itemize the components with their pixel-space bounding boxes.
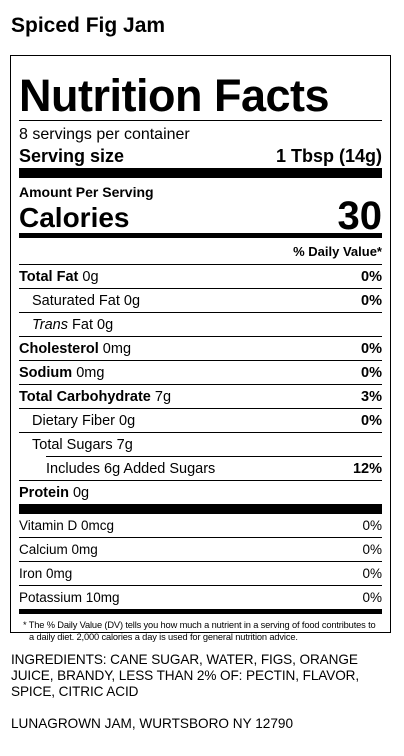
- serving-size-value: 1 Tbsp (14g): [275, 146, 382, 166]
- dietary-fiber-dv: 0%: [361, 412, 382, 429]
- protein-row: Protein 0g: [19, 480, 382, 504]
- sodium-row: Sodium 0mg 0%: [19, 360, 382, 384]
- trans-fat-amount: 0g: [97, 316, 114, 333]
- potassium-label: Potassium 10mg: [19, 590, 120, 605]
- calories-label: Calories: [19, 202, 130, 233]
- calcium-dv: 0%: [362, 542, 382, 557]
- serving-size-row: Serving size 1 Tbsp (14g): [19, 144, 382, 168]
- medium-divider: [19, 233, 382, 238]
- sodium-label: Sodium: [19, 364, 73, 381]
- total-fat-amount: 0g: [82, 268, 99, 285]
- product-name: Spiced Fig Jam: [11, 14, 166, 37]
- manufacturer-address: LUNAGROWN JAM, WURTSBORO NY 12790: [11, 716, 294, 731]
- dietary-fiber-amount: 0g: [119, 412, 136, 429]
- thick-divider-vitamins: [19, 504, 382, 514]
- trans-fat-row: Trans Fat 0g: [19, 312, 382, 336]
- total-carbohydrate-amount: 7g: [154, 388, 172, 405]
- daily-value-footnote: * The % Daily Value (DV) tells you how m…: [23, 620, 376, 642]
- protein-label: Protein: [19, 484, 69, 501]
- nutrition-facts-panel: Nutrition Facts 8 servings per container…: [10, 55, 391, 642]
- potassium-row: Potassium 10mg 0%: [19, 585, 382, 609]
- thick-divider: [19, 168, 382, 178]
- footnote-divider: [19, 609, 382, 614]
- total-sugars-label: Total Sugars: [32, 436, 113, 453]
- vitamin-d-label: Vitamin D 0mcg: [19, 518, 115, 533]
- iron-label: Iron 0mg: [19, 566, 73, 581]
- calories-value: 30: [337, 194, 383, 238]
- potassium-dv: 0%: [362, 590, 382, 605]
- total-carbohydrate-label: Total Carbohydrate: [19, 388, 151, 405]
- cholesterol-label: Cholesterol: [19, 340, 99, 357]
- vitamin-mineral-list: Vitamin D 0mcg 0% Calcium 0mg 0% Iron 0m…: [19, 514, 382, 609]
- total-carbohydrate-row: Total Carbohydrate 7g 3%: [19, 384, 382, 408]
- trans-fat-italic-label: Trans: [32, 316, 68, 333]
- panel-title: Nutrition Facts: [19, 70, 330, 121]
- amount-per-serving: Amount Per Serving: [19, 184, 154, 200]
- saturated-fat-row: Saturated Fat 0g 0%: [19, 288, 382, 312]
- cholesterol-amount: 0mg: [102, 340, 132, 357]
- calcium-row: Calcium 0mg 0%: [19, 537, 382, 561]
- added-sugars-label: Includes 6g Added Sugars: [46, 460, 216, 477]
- calcium-label: Calcium 0mg: [19, 542, 98, 557]
- dietary-fiber-row: Dietary Fiber 0g 0%: [19, 408, 382, 432]
- ingredients-list: INGREDIENTS: CANE SUGAR, WATER, FIGS, OR…: [11, 652, 360, 699]
- cholesterol-row: Cholesterol 0mg 0%: [19, 336, 382, 360]
- calories-row: Calories 30: [19, 194, 383, 238]
- saturated-fat-label: Saturated Fat: [32, 292, 120, 309]
- sodium-amount: 0mg: [76, 364, 105, 381]
- saturated-fat-amount: 0g: [123, 292, 141, 309]
- trans-fat-label: Fat: [72, 316, 93, 333]
- added-sugars-row: Includes 6g Added Sugars 12%: [46, 456, 382, 480]
- serving-size-label: Serving size: [19, 146, 125, 166]
- sodium-dv: 0%: [361, 364, 382, 381]
- iron-dv: 0%: [362, 566, 382, 581]
- total-fat-row: Total Fat 0g 0%: [19, 264, 382, 288]
- dietary-fiber-label: Dietary Fiber: [32, 412, 115, 429]
- total-fat-dv: 0%: [361, 268, 382, 285]
- protein-amount: 0g: [72, 484, 90, 501]
- daily-value-header: % Daily Value*: [293, 244, 382, 259]
- vitamin-d-dv: 0%: [362, 518, 382, 533]
- added-sugars-dv: 12%: [352, 460, 382, 477]
- total-fat-label: Total Fat: [19, 268, 79, 285]
- total-sugars-amount: 7g: [116, 436, 133, 453]
- vitamin-d-row: Vitamin D 0mcg 0%: [19, 514, 382, 537]
- servings-per-container: 8 servings per container: [19, 126, 190, 143]
- saturated-fat-dv: 0%: [361, 292, 382, 309]
- total-carbohydrate-dv: 3%: [361, 388, 382, 405]
- total-sugars-row: Total Sugars 7g: [19, 432, 382, 456]
- iron-row: Iron 0mg 0%: [19, 561, 382, 585]
- cholesterol-dv: 0%: [361, 340, 382, 357]
- divider-line: [19, 120, 382, 121]
